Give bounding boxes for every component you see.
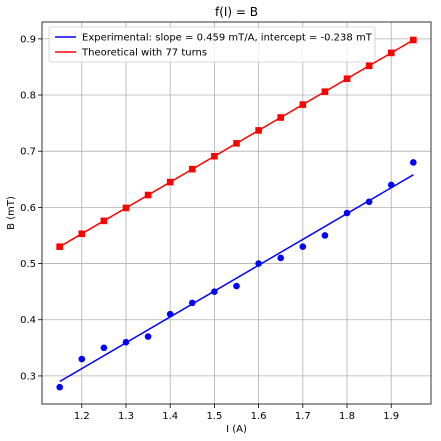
theoretical-data-point	[233, 140, 240, 147]
theoretical-data-point	[299, 101, 307, 108]
x-tick-label: 1.5	[206, 411, 222, 422]
theoretical-data-point	[321, 88, 329, 95]
x-tick-label: 1.2	[74, 411, 90, 422]
experimental-data-point	[299, 243, 307, 251]
x-tick-label: 1.9	[383, 411, 399, 422]
experimental-data-point	[255, 260, 262, 267]
theoretical-data-point	[365, 62, 373, 70]
chart-title: f(I) = B	[215, 5, 258, 19]
experimental-data-point	[100, 344, 108, 352]
y-tick-label: 0.7	[20, 147, 36, 158]
theoretical-data-point	[166, 178, 174, 186]
plot-frame	[41, 21, 432, 405]
x-tick-label: 1.7	[295, 411, 311, 422]
experimental-data-point	[277, 254, 285, 262]
y-tick-label: 0.6	[20, 203, 36, 214]
legend-label-theoretical: Theoretical with 77 turns	[81, 48, 207, 59]
axis-ticks: 1.2 1.3 1.4 1.5 1.6 1.7 1.8 1.9 0.3 0.4 0.5 0.6 0.7 0…	[20, 34, 399, 422]
theoretical-data-point	[188, 165, 196, 173]
x-tick-label: 1.6	[251, 411, 267, 422]
experimental-fit-line	[59, 174, 414, 383]
theoretical-data-point	[211, 152, 218, 160]
theoretical-data-point	[343, 75, 351, 83]
x-tick-label: 1.4	[162, 411, 178, 422]
legend-label-experimental: Experimental: slope = 0.459 mT/A, interc…	[82, 33, 373, 44]
grid	[42, 22, 431, 404]
y-tick-label: 0.3	[20, 371, 36, 382]
plot-series	[56, 36, 417, 391]
y-tick-label: 0.9	[20, 34, 36, 45]
y-tick-label: 0.4	[20, 315, 36, 326]
theoretical-data-point	[100, 217, 108, 225]
x-axis-label: I (A)	[226, 424, 247, 435]
y-tick-label: 0.5	[20, 259, 36, 270]
y-axis-label: B (mT)	[6, 196, 17, 230]
experimental-data-point	[233, 282, 240, 290]
theoretical-data-point	[410, 36, 417, 44]
experimental-data-point	[78, 355, 86, 363]
theoretical-data-point	[387, 49, 395, 57]
legend-box	[48, 26, 376, 63]
theoretical-data-point	[255, 127, 262, 134]
theoretical-data-point	[78, 230, 86, 238]
x-tick-label: 1.3	[118, 411, 134, 422]
experimental-data-point	[144, 333, 152, 340]
theoretical-data-point	[277, 114, 285, 121]
theoretical-data-point	[122, 204, 130, 212]
x-tick-label: 1.8	[339, 411, 355, 422]
theoretical-data-point	[144, 191, 152, 199]
y-tick-label: 0.8	[20, 91, 36, 102]
experimental-data-point	[410, 159, 417, 166]
experimental-data-point	[321, 232, 329, 239]
legend: Experimental: slope = 0.459 mT/A, interc…	[48, 26, 376, 63]
experimental-data-point	[56, 383, 63, 391]
theoretical-data-point	[56, 243, 63, 251]
